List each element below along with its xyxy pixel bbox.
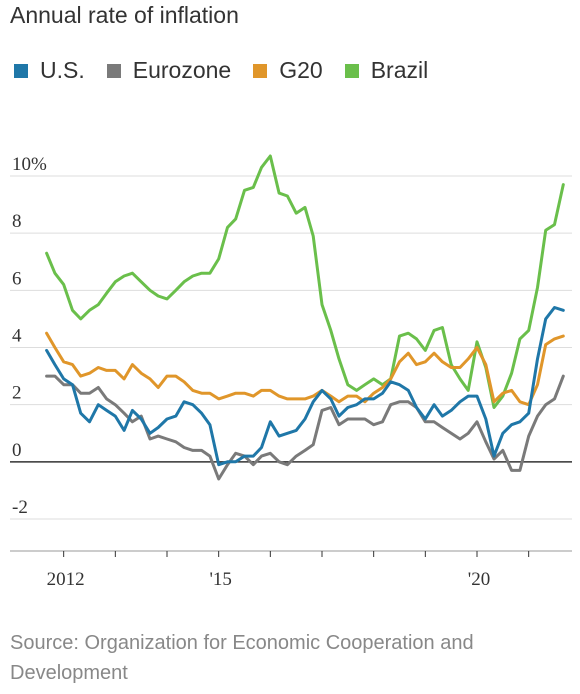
x-tick-label: '15 (209, 569, 231, 590)
y-tick-label: 2 (12, 383, 22, 404)
legend-swatch-us (14, 63, 28, 78)
legend: U.S. Eurozone G20 Brazil (14, 57, 450, 84)
y-tick-label: 8 (12, 211, 22, 232)
series-line-eurozone (45, 374, 565, 481)
legend-item-eurozone: Eurozone (106, 57, 232, 84)
series-line-brazil (45, 154, 565, 409)
chart-title: Annual rate of inflation (10, 2, 239, 28)
x-tick-label: 2012 (47, 569, 85, 590)
source-note: Source: Organization for Economic Cooper… (10, 632, 474, 684)
legend-swatch-g20 (253, 63, 268, 78)
y-tick-label: 4 (12, 326, 22, 347)
y-tick-label: 10% (12, 154, 47, 175)
x-tick-label: '20 (468, 569, 490, 590)
y-tick-label: 6 (12, 268, 22, 289)
legend-item-us: U.S. (14, 57, 85, 84)
legend-label-g20: G20 (279, 57, 323, 83)
legend-label-eurozone: Eurozone (132, 57, 232, 83)
legend-label-brazil: Brazil (370, 57, 429, 83)
line-chart: 10% 8 6 4 2 0 -2 2012 '15 '20 (10, 154, 572, 590)
series-line-g20 (45, 331, 565, 407)
legend-item-g20: G20 (253, 57, 323, 84)
legend-label-us: U.S. (40, 57, 85, 83)
legend-item-brazil: Brazil (344, 57, 429, 84)
series-line-us (45, 306, 565, 467)
legend-swatch-brazil (344, 63, 359, 78)
y-tick-label: -2 (12, 497, 28, 518)
y-tick-label: 0 (12, 440, 22, 461)
legend-swatch-eurozone (106, 63, 121, 78)
